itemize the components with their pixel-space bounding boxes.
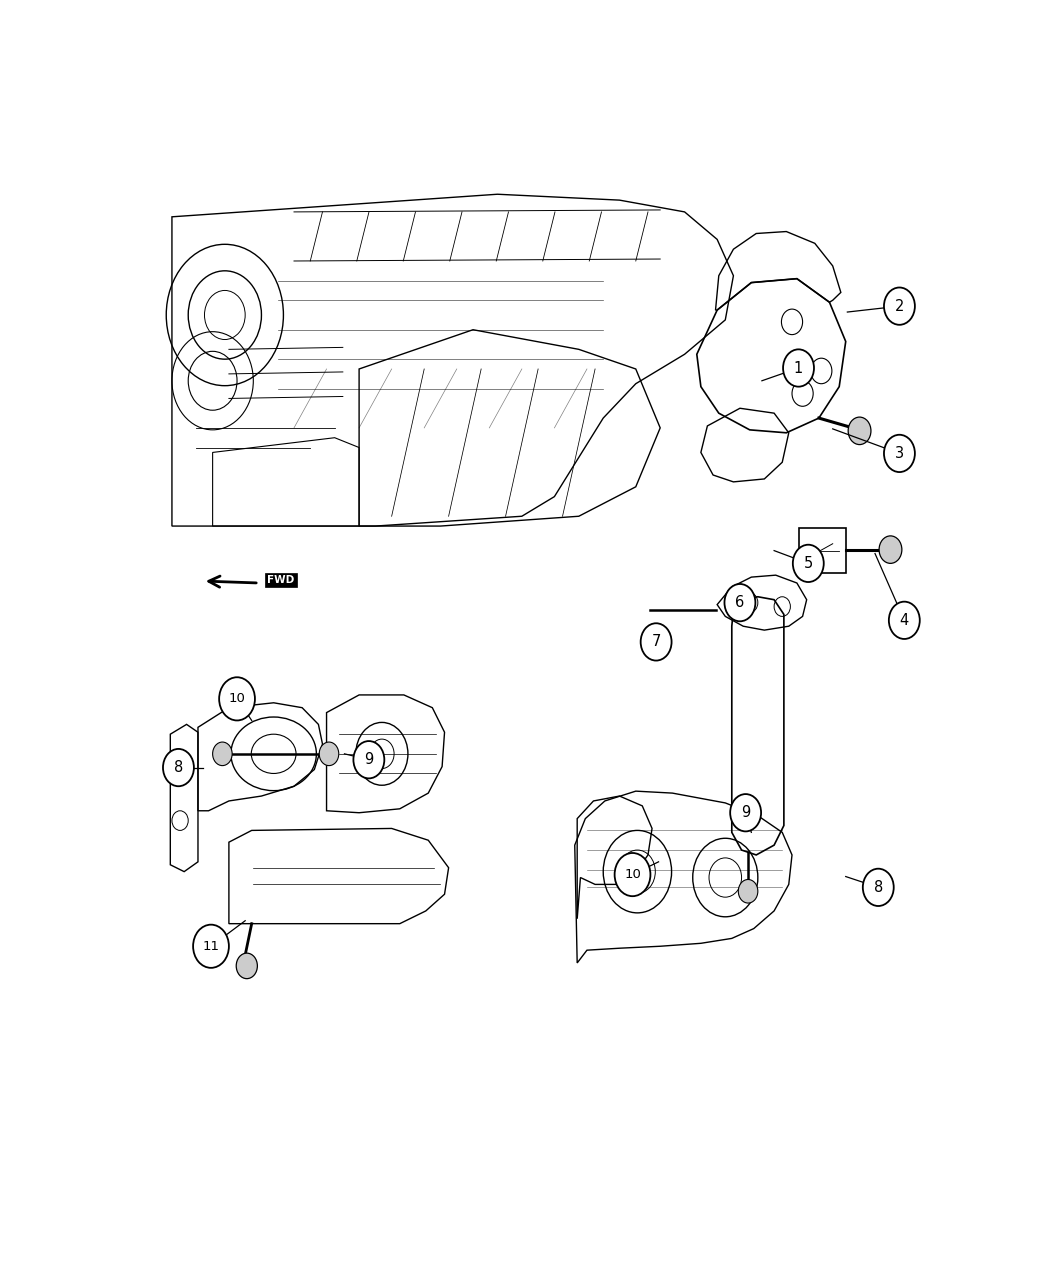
Circle shape (614, 853, 650, 896)
Circle shape (354, 741, 384, 778)
Circle shape (884, 287, 915, 325)
Circle shape (193, 924, 229, 968)
Text: 4: 4 (900, 613, 909, 627)
Text: FWD: FWD (267, 575, 294, 585)
Circle shape (730, 794, 761, 831)
Circle shape (783, 349, 814, 386)
Circle shape (212, 742, 232, 765)
Circle shape (879, 536, 902, 564)
Circle shape (236, 954, 257, 979)
Circle shape (884, 435, 915, 472)
Circle shape (319, 742, 339, 765)
Text: 1: 1 (794, 361, 803, 376)
Text: 7: 7 (651, 635, 660, 649)
Text: 6: 6 (735, 595, 744, 611)
Text: 11: 11 (203, 940, 219, 952)
Text: 2: 2 (895, 298, 904, 314)
Circle shape (848, 417, 870, 445)
Text: 10: 10 (229, 692, 246, 705)
Circle shape (163, 748, 194, 787)
Text: 8: 8 (874, 880, 883, 895)
Text: 5: 5 (803, 556, 813, 571)
Circle shape (640, 623, 672, 660)
Circle shape (219, 677, 255, 720)
Circle shape (889, 602, 920, 639)
Text: 3: 3 (895, 446, 904, 462)
Text: 9: 9 (364, 752, 374, 768)
Circle shape (863, 868, 894, 907)
Text: 10: 10 (624, 868, 640, 881)
Circle shape (724, 584, 755, 621)
Text: 9: 9 (741, 806, 751, 820)
Text: 8: 8 (174, 760, 183, 775)
Circle shape (738, 880, 758, 903)
Circle shape (793, 544, 824, 581)
